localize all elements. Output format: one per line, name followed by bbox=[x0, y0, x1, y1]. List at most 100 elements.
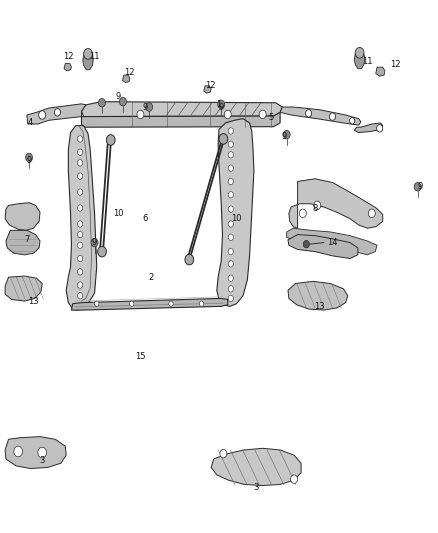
Text: 7: 7 bbox=[24, 236, 30, 245]
Polygon shape bbox=[5, 276, 42, 301]
Circle shape bbox=[259, 110, 266, 119]
Circle shape bbox=[98, 246, 106, 257]
Polygon shape bbox=[6, 230, 40, 255]
Circle shape bbox=[314, 201, 321, 209]
Polygon shape bbox=[64, 63, 71, 71]
Circle shape bbox=[218, 100, 225, 109]
Circle shape bbox=[350, 118, 355, 124]
Text: 9: 9 bbox=[282, 132, 287, 141]
Circle shape bbox=[146, 103, 152, 111]
Text: 3: 3 bbox=[39, 456, 45, 465]
Circle shape bbox=[78, 231, 83, 238]
Circle shape bbox=[91, 238, 98, 247]
Circle shape bbox=[199, 301, 204, 306]
Circle shape bbox=[78, 293, 83, 299]
Circle shape bbox=[228, 165, 233, 171]
Circle shape bbox=[95, 301, 99, 306]
Polygon shape bbox=[66, 126, 97, 310]
Polygon shape bbox=[81, 112, 280, 127]
Text: 3: 3 bbox=[254, 482, 259, 491]
Circle shape bbox=[228, 286, 233, 292]
Circle shape bbox=[78, 269, 83, 275]
Circle shape bbox=[78, 136, 83, 142]
Text: 9: 9 bbox=[417, 182, 423, 191]
Text: 5: 5 bbox=[269, 113, 274, 122]
Text: 15: 15 bbox=[135, 352, 146, 361]
Polygon shape bbox=[289, 179, 383, 228]
Circle shape bbox=[78, 149, 83, 156]
Text: 12: 12 bbox=[63, 52, 74, 61]
Circle shape bbox=[228, 141, 233, 148]
Circle shape bbox=[228, 221, 233, 227]
Circle shape bbox=[39, 111, 46, 119]
Circle shape bbox=[305, 110, 311, 117]
Circle shape bbox=[377, 125, 383, 132]
Polygon shape bbox=[354, 52, 365, 69]
Circle shape bbox=[355, 47, 364, 58]
Circle shape bbox=[54, 109, 60, 116]
Polygon shape bbox=[217, 119, 254, 306]
Polygon shape bbox=[288, 235, 358, 259]
Circle shape bbox=[219, 134, 228, 144]
Circle shape bbox=[99, 99, 106, 107]
Circle shape bbox=[137, 110, 144, 119]
Polygon shape bbox=[354, 123, 383, 133]
Text: 6: 6 bbox=[142, 214, 148, 223]
Circle shape bbox=[185, 254, 194, 265]
Text: 13: 13 bbox=[28, 296, 39, 305]
Text: 9: 9 bbox=[116, 92, 121, 101]
Circle shape bbox=[38, 447, 46, 458]
Polygon shape bbox=[287, 228, 377, 255]
Circle shape bbox=[220, 449, 227, 458]
Circle shape bbox=[228, 295, 233, 302]
Circle shape bbox=[78, 255, 83, 262]
Circle shape bbox=[78, 173, 83, 179]
Circle shape bbox=[228, 128, 233, 134]
Circle shape bbox=[106, 135, 115, 146]
Circle shape bbox=[78, 160, 83, 166]
Text: 11: 11 bbox=[362, 58, 373, 66]
Text: 1: 1 bbox=[216, 100, 222, 109]
Circle shape bbox=[228, 248, 233, 255]
Circle shape bbox=[84, 49, 92, 59]
Polygon shape bbox=[83, 53, 93, 70]
Circle shape bbox=[78, 282, 83, 288]
Text: 2: 2 bbox=[148, 273, 154, 281]
Text: 4: 4 bbox=[28, 118, 33, 127]
Circle shape bbox=[368, 209, 375, 217]
Circle shape bbox=[303, 240, 309, 248]
Polygon shape bbox=[5, 203, 40, 230]
Polygon shape bbox=[71, 298, 228, 310]
Circle shape bbox=[78, 242, 83, 248]
Circle shape bbox=[169, 301, 173, 306]
Circle shape bbox=[14, 446, 22, 457]
Polygon shape bbox=[211, 448, 301, 486]
Circle shape bbox=[228, 152, 233, 158]
Text: 9: 9 bbox=[219, 102, 224, 111]
Text: 9: 9 bbox=[26, 156, 32, 165]
Text: 9: 9 bbox=[142, 102, 148, 111]
Text: 12: 12 bbox=[391, 60, 401, 69]
Circle shape bbox=[228, 275, 233, 281]
Circle shape bbox=[290, 475, 297, 483]
Polygon shape bbox=[376, 67, 385, 76]
Circle shape bbox=[299, 209, 306, 217]
Polygon shape bbox=[123, 75, 130, 83]
Circle shape bbox=[78, 205, 83, 211]
Polygon shape bbox=[5, 437, 66, 469]
Text: 11: 11 bbox=[89, 52, 100, 61]
Text: 12: 12 bbox=[205, 81, 215, 90]
Circle shape bbox=[120, 98, 127, 106]
Text: 9: 9 bbox=[92, 238, 97, 247]
Polygon shape bbox=[27, 104, 86, 124]
Polygon shape bbox=[288, 281, 348, 310]
Text: 8: 8 bbox=[312, 204, 318, 213]
Circle shape bbox=[329, 113, 336, 120]
Text: 10: 10 bbox=[231, 214, 242, 223]
Polygon shape bbox=[204, 86, 211, 93]
Text: 10: 10 bbox=[113, 209, 124, 218]
Text: 12: 12 bbox=[124, 68, 135, 77]
Circle shape bbox=[283, 131, 290, 139]
Circle shape bbox=[228, 206, 233, 212]
Text: 14: 14 bbox=[327, 238, 338, 247]
